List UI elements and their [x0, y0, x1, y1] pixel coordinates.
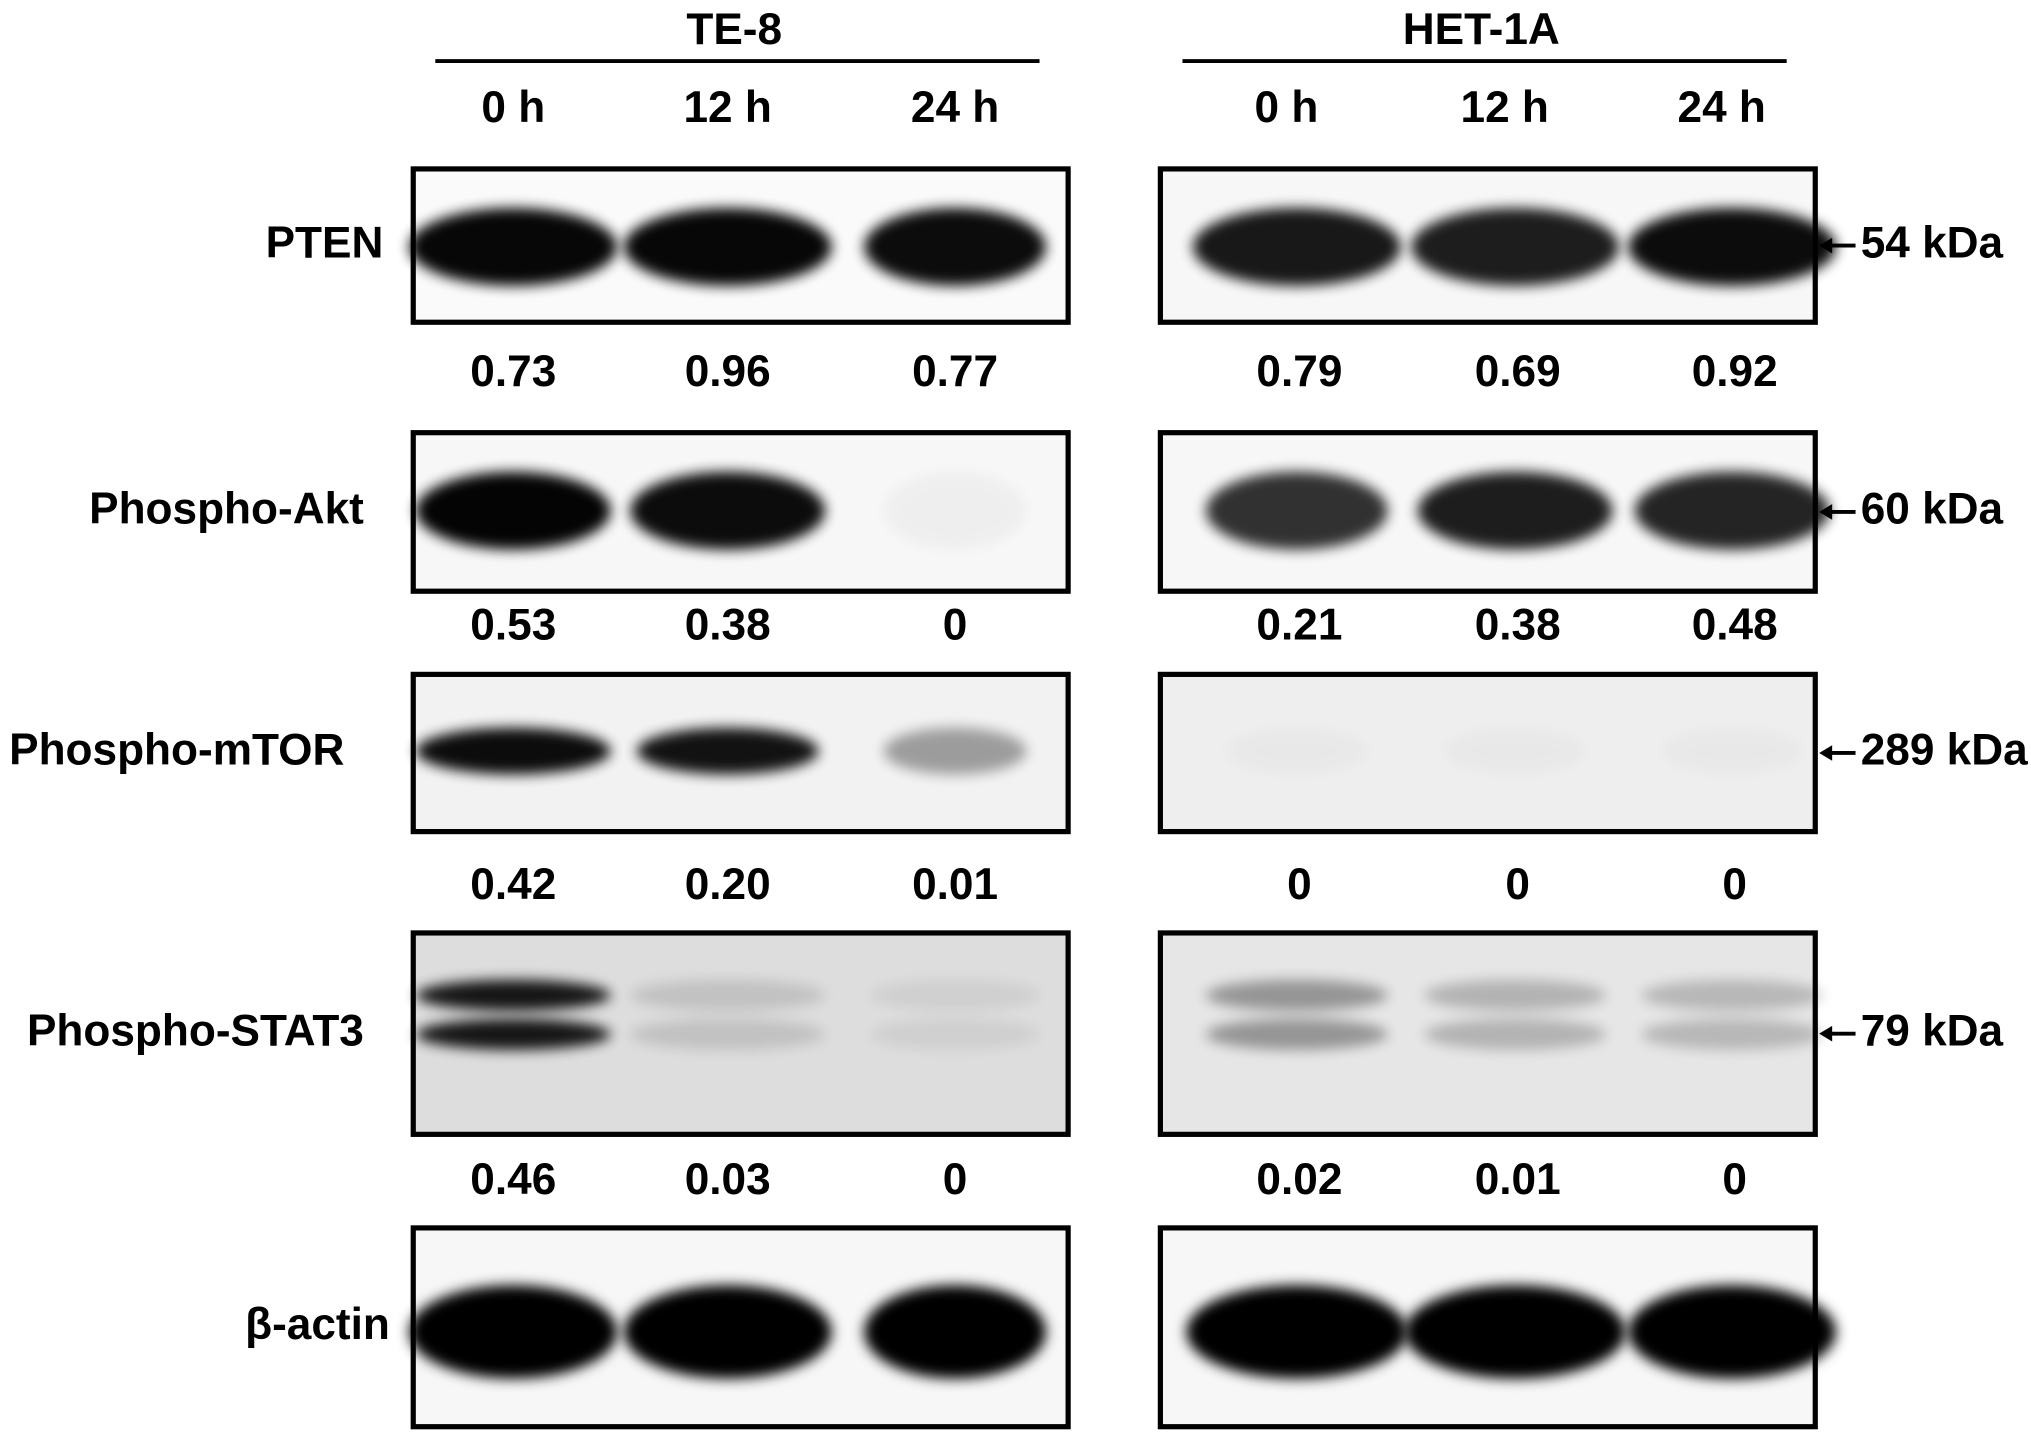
band [1628, 207, 1837, 286]
quant-value: 0.69 [1475, 347, 1561, 396]
marker-arrowhead [1819, 237, 1833, 254]
band [415, 727, 611, 775]
lane-label: 0 h [1255, 83, 1319, 132]
band [1186, 1285, 1408, 1379]
blot-panel-frame [1157, 930, 1818, 1137]
band [1641, 1018, 1824, 1050]
marker-arrowhead [1819, 1025, 1833, 1042]
protein-label: β-actin [245, 1300, 390, 1349]
blot-panel-frame [410, 930, 1071, 1137]
quant-value: 0.46 [470, 1155, 556, 1204]
protein-label: Phospho-STAT3 [27, 1006, 364, 1055]
band [630, 979, 826, 1011]
band [883, 727, 1027, 775]
band [1424, 979, 1607, 1011]
band [1628, 1285, 1837, 1379]
group-label: TE-8 [686, 5, 782, 54]
protein-label: PTEN [266, 218, 384, 267]
quant-value: 0.02 [1256, 1155, 1342, 1204]
quant-value: 0.01 [912, 860, 998, 909]
quant-value: 0.79 [1256, 347, 1342, 396]
band [409, 1285, 618, 1379]
band [1411, 207, 1620, 286]
blot-panel-frame [410, 166, 1071, 325]
quant-value: 0.77 [912, 347, 998, 396]
quant-value: 0 [1505, 860, 1530, 909]
marker-label: 79 kDa [1861, 1006, 2004, 1055]
quant-value: 0.92 [1692, 347, 1778, 396]
quant-value: 0.20 [685, 860, 771, 909]
quant-value: 0.96 [685, 347, 771, 396]
quant-value: 0 [1287, 860, 1312, 909]
band [1205, 979, 1388, 1011]
band [623, 207, 832, 286]
blot-panel-frame [1157, 1225, 1818, 1430]
marker-label: 60 kDa [1861, 485, 2004, 534]
lane-label: 12 h [684, 83, 772, 132]
band [864, 207, 1047, 286]
quant-value: 0 [943, 1155, 968, 1204]
lane-label: 24 h [911, 83, 999, 132]
marker-label: 289 kDa [1861, 726, 2028, 775]
band [1404, 1285, 1626, 1379]
band [623, 1285, 832, 1379]
lane-label: 12 h [1461, 83, 1549, 132]
quant-value: 0.21 [1256, 600, 1342, 649]
group-label: HET-1A [1403, 5, 1560, 54]
marker-arrowhead [1819, 745, 1833, 761]
blot-panel-frame [410, 671, 1071, 835]
band [870, 979, 1040, 1011]
quant-value: 0.38 [685, 600, 771, 649]
quant-value: 0.01 [1475, 1155, 1561, 1204]
blot-panel-bg [1160, 674, 1816, 832]
quant-value: 0 [943, 600, 968, 649]
blot-panel-frame [1157, 430, 1818, 594]
band [1417, 471, 1613, 550]
protein-label: Phospho-mTOR [9, 726, 344, 775]
band [415, 471, 611, 550]
band [636, 727, 819, 775]
marker-arrowhead [1819, 504, 1833, 520]
band [870, 1018, 1040, 1050]
lane-label: 24 h [1678, 83, 1766, 132]
band [1225, 728, 1368, 775]
band [1205, 1018, 1388, 1050]
quant-value: 0.53 [470, 600, 556, 649]
band [630, 471, 826, 550]
blot-panel-frame [1157, 671, 1818, 835]
band [864, 1285, 1047, 1379]
band [1634, 471, 1830, 550]
quant-value: 0.38 [1475, 600, 1561, 649]
blot-panel-frame [1157, 166, 1818, 325]
band [1641, 979, 1824, 1011]
blot-panel-frame [410, 1225, 1071, 1430]
blot-panel-frame [410, 430, 1071, 594]
band [630, 1018, 826, 1050]
lane-label: 0 h [481, 83, 545, 132]
band [1192, 207, 1401, 286]
quant-value: 0 [1722, 860, 1747, 909]
band [1661, 728, 1804, 775]
quant-value: 0.48 [1692, 600, 1778, 649]
protein-label: Phospho-Akt [89, 485, 364, 534]
band [409, 207, 618, 286]
band [1424, 1018, 1607, 1050]
quant-value: 0.42 [470, 860, 556, 909]
quant-value: 0.03 [685, 1155, 771, 1204]
quant-value: 0 [1722, 1155, 1747, 1204]
band [415, 1018, 611, 1050]
band [884, 472, 1027, 550]
marker-label: 54 kDa [1861, 218, 2004, 267]
band [415, 979, 611, 1011]
band [1205, 471, 1388, 550]
quant-value: 0.73 [470, 347, 556, 396]
band [1444, 728, 1587, 775]
